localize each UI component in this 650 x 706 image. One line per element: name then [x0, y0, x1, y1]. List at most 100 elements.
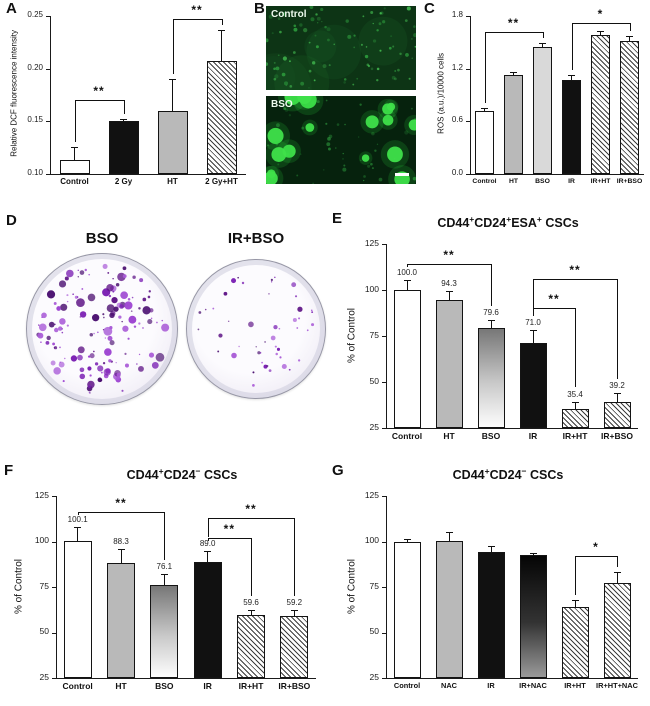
panel-label-e: E — [332, 210, 343, 227]
sig-stars: ** — [115, 496, 127, 511]
y-tick-label: 100 — [364, 283, 379, 294]
sig-stars: ** — [93, 84, 105, 99]
colonies — [197, 276, 315, 387]
x-axis-line — [470, 174, 644, 175]
bar-value-label: 39.2 — [609, 380, 625, 390]
error-bar-cap — [71, 146, 78, 148]
y-tick-mark — [382, 496, 386, 497]
sig-bracket-drop — [207, 517, 209, 537]
y-tick-mark — [382, 678, 386, 679]
sig-bracket-line — [77, 512, 165, 514]
bar-control — [59, 160, 90, 174]
y-axis-label: ROS (a.u.)/10000 cells — [436, 52, 446, 134]
error-bar-line — [542, 43, 543, 47]
sig-bracket-drop — [575, 556, 576, 595]
error-bar-line — [490, 320, 492, 328]
y-axis-line — [386, 496, 387, 679]
error-bar-cap — [218, 29, 225, 31]
y-tick-mark — [382, 632, 386, 634]
error-bar-line — [616, 392, 618, 402]
sig-bracket-line — [74, 100, 124, 102]
bar-ir-bso — [280, 615, 309, 678]
sig-bracket-drop — [207, 537, 209, 541]
error-bar-cap — [568, 74, 575, 76]
y-tick-mark — [52, 496, 56, 497]
bar-ir-bso — [603, 401, 631, 428]
panel-label-f: F — [4, 462, 14, 479]
sig-bracket-drop — [123, 100, 125, 115]
error-bar-cap — [529, 553, 537, 555]
y-tick-label: 75 — [369, 329, 379, 340]
bar-value-label: 76.1 — [156, 562, 173, 572]
error-bar-cap — [160, 574, 168, 576]
error-bar-cap — [290, 610, 298, 612]
error-bar-line — [532, 330, 534, 344]
y-tick-mark — [382, 336, 386, 337]
petri-dish-ir-bso — [186, 259, 326, 399]
y-axis-label: Relative DCF fluorescence intensity — [9, 30, 19, 157]
bar-value-label: 88.3 — [113, 537, 129, 547]
sig-stars: ** — [223, 521, 235, 536]
y-tick-mark — [382, 587, 386, 588]
x-axis-line — [50, 174, 246, 175]
x-category-label: IR — [203, 681, 212, 691]
x-category-label: BSO — [535, 178, 550, 185]
error-bar-cap — [510, 72, 517, 74]
bar-ir-bso — [620, 40, 639, 174]
error-bar-line — [293, 610, 295, 616]
x-category-label: 2 Gy+HT — [205, 177, 238, 186]
x-category-label: HT — [115, 681, 127, 691]
error-bar-cap — [481, 108, 488, 110]
sig-bracket-drop — [491, 264, 492, 307]
bar-value-label: 79.6 — [483, 308, 499, 318]
bar-value-label: 59.6 — [243, 597, 259, 607]
x-category-label: IR — [487, 681, 495, 690]
bar-value-label: 100.1 — [67, 514, 88, 524]
sig-stars: * — [593, 540, 599, 555]
panel-label-b: B — [254, 0, 265, 17]
sig-bracket-line — [575, 556, 617, 558]
x-axis-line — [386, 678, 638, 679]
x-category-label: IR+HT — [562, 431, 588, 441]
y-tick-mark — [46, 16, 50, 17]
x-category-label: Control — [391, 431, 423, 441]
error-bar-line — [163, 574, 165, 585]
error-bar-cap — [597, 30, 604, 32]
sig-bracket-line — [207, 537, 251, 539]
bar-control — [63, 541, 92, 678]
sig-bracket-drop — [575, 308, 576, 388]
y-tick-mark — [52, 678, 56, 679]
error-bar-line — [600, 30, 601, 36]
bar-value-label: 35.4 — [567, 389, 583, 399]
y-tick-label: 0.10 — [27, 168, 43, 177]
error-bar-line — [574, 599, 576, 607]
fluorescence-caption-bso: BSO — [271, 99, 293, 110]
error-bar-line — [616, 572, 618, 584]
x-axis-line — [386, 428, 638, 429]
bar-value-label: 59.2 — [286, 598, 303, 608]
bar-ht — [157, 110, 188, 174]
error-bar-line — [448, 532, 450, 541]
y-tick-label: 75 — [369, 580, 379, 591]
bar-control — [393, 290, 421, 428]
error-bar-line — [77, 526, 79, 542]
bar-ht — [107, 562, 135, 678]
y-tick-mark — [382, 428, 386, 429]
sig-bracket-drop — [407, 264, 408, 268]
bar-nac — [435, 540, 463, 678]
sig-bracket-drop — [251, 537, 252, 596]
error-bar-cap — [247, 609, 255, 611]
error-bar-cap — [487, 546, 495, 548]
bar-ht — [435, 300, 463, 428]
error-bar-cap — [571, 401, 579, 403]
y-tick-label: 0.20 — [27, 62, 43, 72]
dish-caption-ir-bso: IR+BSO — [227, 230, 285, 247]
error-bar-cap — [117, 549, 125, 551]
y-tick-label: 25 — [369, 421, 379, 432]
panel-label-a: A — [6, 0, 17, 17]
x-category-label: 2 Gy — [114, 177, 133, 186]
sig-stars: ** — [191, 3, 203, 18]
sig-bracket-drop — [571, 23, 573, 70]
sig-bracket-drop — [294, 517, 296, 597]
x-category-label: NAC — [440, 681, 457, 690]
